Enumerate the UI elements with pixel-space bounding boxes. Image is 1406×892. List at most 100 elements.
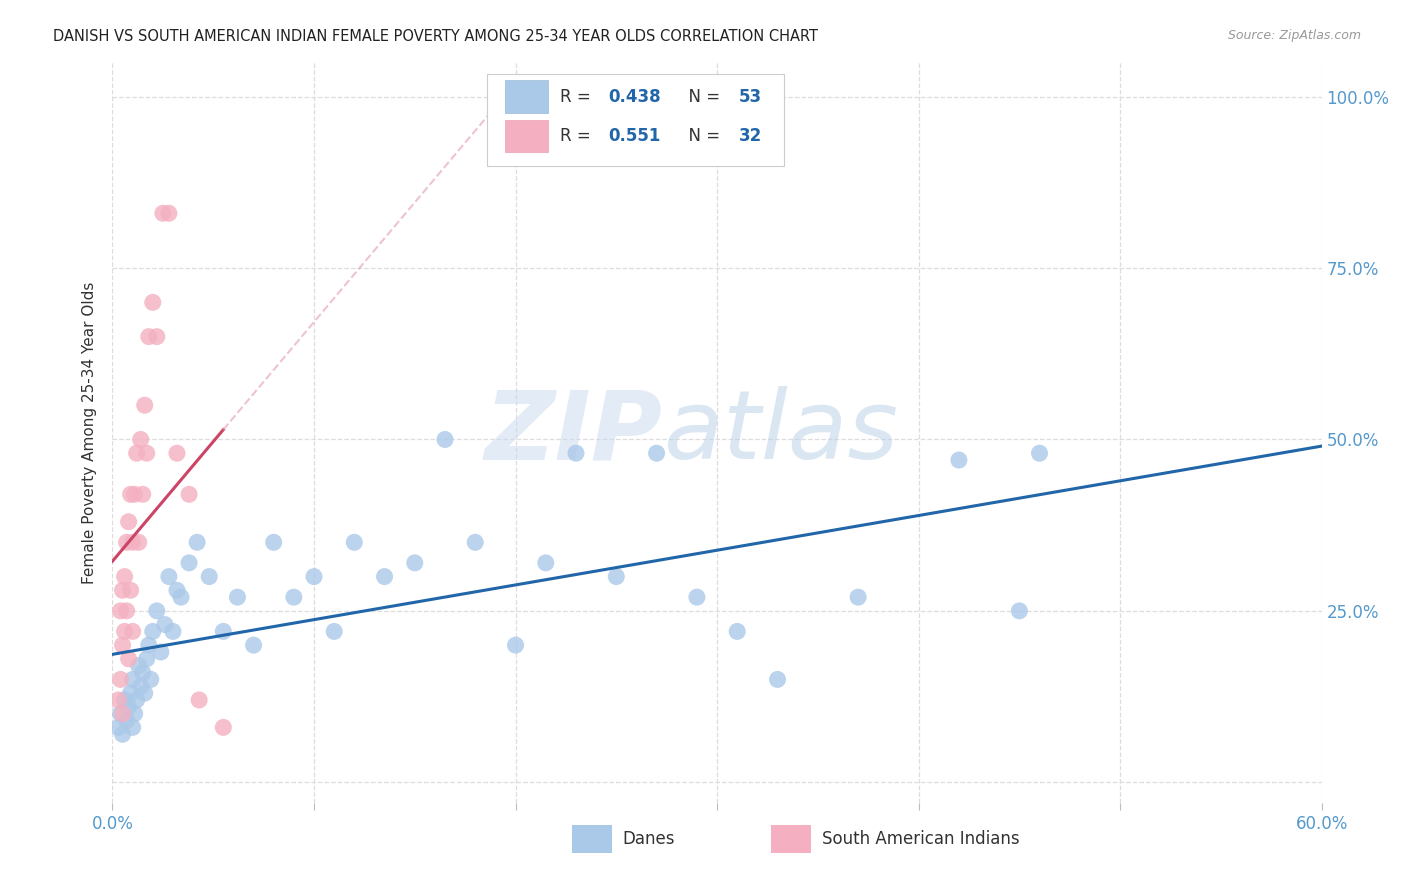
Point bbox=[135, 446, 157, 460]
Point bbox=[121, 624, 143, 639]
Point bbox=[120, 686, 142, 700]
Text: 32: 32 bbox=[738, 127, 762, 145]
Text: 0.438: 0.438 bbox=[609, 87, 661, 106]
FancyBboxPatch shape bbox=[572, 825, 612, 853]
Point bbox=[505, 638, 527, 652]
Point bbox=[132, 665, 155, 680]
Point bbox=[1028, 446, 1050, 460]
Point bbox=[149, 645, 172, 659]
Text: DANISH VS SOUTH AMERICAN INDIAN FEMALE POVERTY AMONG 25-34 YEAR OLDS CORRELATION: DANISH VS SOUTH AMERICAN INDIAN FEMALE P… bbox=[53, 29, 818, 44]
Point bbox=[114, 624, 136, 639]
Point bbox=[120, 487, 142, 501]
Point bbox=[766, 673, 789, 687]
Point bbox=[134, 398, 156, 412]
Point bbox=[186, 535, 208, 549]
Point bbox=[129, 679, 152, 693]
Point bbox=[115, 535, 138, 549]
FancyBboxPatch shape bbox=[488, 73, 783, 166]
Y-axis label: Female Poverty Among 25-34 Year Olds: Female Poverty Among 25-34 Year Olds bbox=[82, 282, 97, 583]
Point bbox=[142, 295, 165, 310]
Point bbox=[129, 433, 152, 447]
Point bbox=[153, 617, 176, 632]
Point bbox=[374, 569, 396, 583]
Text: R =: R = bbox=[560, 127, 596, 145]
Point bbox=[135, 652, 157, 666]
Point bbox=[115, 604, 138, 618]
Point bbox=[686, 590, 709, 604]
Point bbox=[263, 535, 285, 549]
FancyBboxPatch shape bbox=[506, 120, 548, 153]
Point bbox=[128, 658, 150, 673]
Point bbox=[125, 446, 148, 460]
Text: R =: R = bbox=[560, 87, 596, 106]
Text: N =: N = bbox=[678, 87, 725, 106]
Point bbox=[464, 535, 486, 549]
Point bbox=[948, 453, 970, 467]
Point bbox=[162, 624, 184, 639]
Point bbox=[128, 535, 150, 549]
Point bbox=[166, 446, 188, 460]
Point bbox=[343, 535, 366, 549]
Point bbox=[125, 693, 148, 707]
Point bbox=[121, 673, 143, 687]
Point bbox=[114, 693, 136, 707]
Point bbox=[433, 433, 456, 447]
Point bbox=[134, 686, 156, 700]
Text: atlas: atlas bbox=[662, 386, 897, 479]
Point bbox=[605, 569, 627, 583]
Text: 0.551: 0.551 bbox=[609, 127, 661, 145]
Point bbox=[177, 556, 200, 570]
Point bbox=[565, 446, 588, 460]
Point bbox=[212, 720, 235, 734]
Point bbox=[139, 673, 162, 687]
Point bbox=[111, 706, 134, 721]
Point bbox=[121, 720, 143, 734]
Point bbox=[142, 624, 165, 639]
Point bbox=[157, 569, 180, 583]
Point bbox=[846, 590, 869, 604]
Point bbox=[302, 569, 325, 583]
Point bbox=[117, 652, 139, 666]
Point bbox=[121, 535, 143, 549]
Point bbox=[157, 206, 180, 220]
Point bbox=[138, 329, 160, 343]
Point bbox=[117, 515, 139, 529]
Point bbox=[166, 583, 188, 598]
Point bbox=[138, 638, 160, 652]
Point bbox=[170, 590, 193, 604]
Point bbox=[283, 590, 305, 604]
Point bbox=[1008, 604, 1031, 618]
Point bbox=[198, 569, 221, 583]
Point bbox=[226, 590, 249, 604]
Point bbox=[115, 714, 138, 728]
Point bbox=[146, 604, 169, 618]
Point bbox=[152, 206, 174, 220]
Text: Danes: Danes bbox=[623, 830, 675, 848]
Point bbox=[212, 624, 235, 639]
Point bbox=[120, 583, 142, 598]
Text: ZIP: ZIP bbox=[485, 386, 662, 479]
Point bbox=[110, 673, 132, 687]
Point bbox=[111, 583, 134, 598]
Point bbox=[146, 329, 169, 343]
Point bbox=[404, 556, 426, 570]
Text: Source: ZipAtlas.com: Source: ZipAtlas.com bbox=[1227, 29, 1361, 42]
Point bbox=[110, 706, 132, 721]
FancyBboxPatch shape bbox=[506, 80, 548, 113]
Text: South American Indians: South American Indians bbox=[823, 830, 1019, 848]
Text: 53: 53 bbox=[738, 87, 762, 106]
FancyBboxPatch shape bbox=[772, 825, 811, 853]
Point bbox=[132, 487, 155, 501]
Point bbox=[323, 624, 346, 639]
Point bbox=[177, 487, 200, 501]
Point bbox=[110, 604, 132, 618]
Point bbox=[111, 638, 134, 652]
Point bbox=[114, 569, 136, 583]
Point bbox=[124, 706, 146, 721]
Point bbox=[124, 487, 146, 501]
Point bbox=[534, 556, 557, 570]
Point bbox=[117, 699, 139, 714]
Point bbox=[725, 624, 748, 639]
Point bbox=[645, 446, 668, 460]
Point bbox=[188, 693, 211, 707]
